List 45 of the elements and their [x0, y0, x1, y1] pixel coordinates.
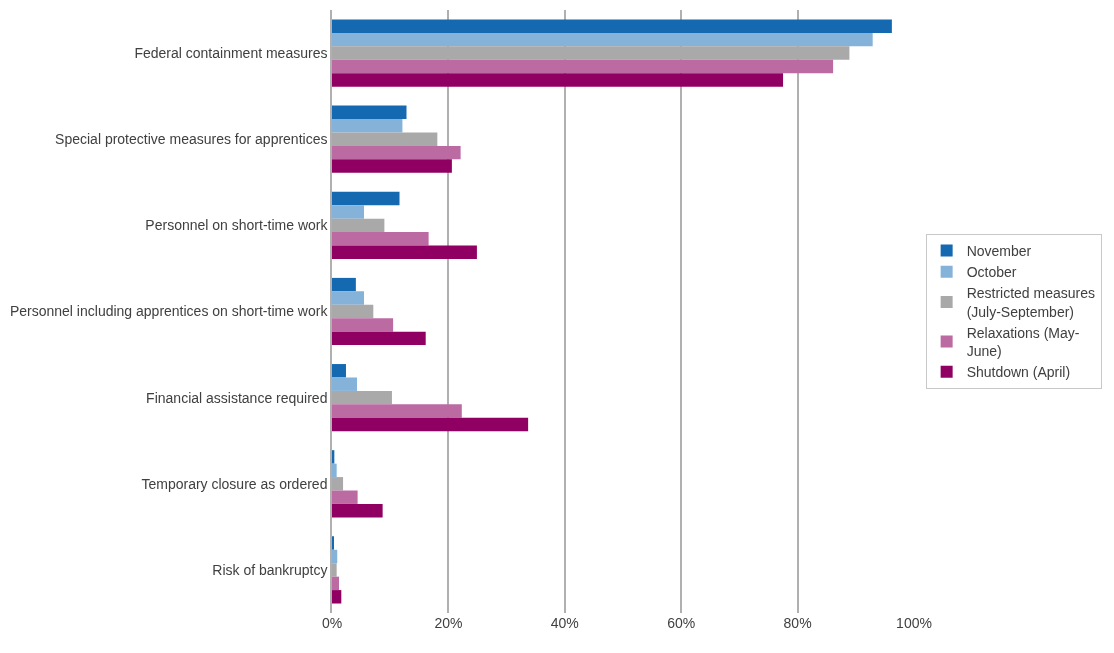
- x-tick-label: 20%: [434, 615, 463, 631]
- bar: [332, 490, 358, 504]
- x-tick-label: 0%: [321, 615, 343, 631]
- y-tick-label: Financial assistance required: [146, 389, 328, 406]
- y-tick-label: Federal containment measures: [134, 44, 328, 61]
- bar: [332, 191, 400, 206]
- bar: [332, 73, 784, 87]
- bar: [332, 318, 394, 332]
- bar: [332, 245, 477, 259]
- bar: [332, 463, 337, 478]
- x-tick-label: 80%: [783, 615, 812, 631]
- bar: [332, 205, 365, 219]
- legend-label: October: [966, 264, 1017, 281]
- x-tick-label: 40%: [550, 615, 579, 631]
- bar: [332, 364, 346, 378]
- x-tick-label: 100%: [896, 615, 932, 631]
- bar: [332, 450, 335, 464]
- bar: [332, 377, 358, 391]
- bar: [332, 19, 892, 33]
- legend-label: November: [966, 243, 1032, 260]
- bar: [332, 32, 873, 47]
- bar: [332, 417, 529, 432]
- bar: [332, 232, 429, 246]
- bar: [332, 277, 356, 292]
- bar: [332, 404, 462, 418]
- bar: [332, 119, 403, 133]
- y-tick-label: Temporary closure as ordered: [141, 475, 328, 492]
- bar: [332, 291, 365, 305]
- y-tick-label: Risk of bankruptcy: [212, 561, 328, 578]
- bar: [332, 549, 338, 564]
- bar: [332, 590, 342, 604]
- y-tick-label: Personnel on short-time work: [145, 217, 329, 234]
- bar: [332, 503, 383, 518]
- bar: [332, 145, 461, 160]
- y-tick-label: Personnel including apprentices on short-time work: [9, 303, 329, 320]
- legend-label: Shutdown (April): [966, 364, 1071, 381]
- bar: [332, 576, 339, 591]
- bar: [332, 105, 407, 120]
- legend-label: Relaxations (May-June): [966, 324, 1080, 360]
- y-tick-label: Special protective measures for apprentices: [55, 131, 328, 148]
- bar: [332, 59, 834, 74]
- bar: [332, 331, 426, 346]
- legend-label: Restricted measures (July-September): [966, 285, 1096, 320]
- bar: [332, 159, 452, 173]
- x-tick-label: 60%: [667, 615, 696, 631]
